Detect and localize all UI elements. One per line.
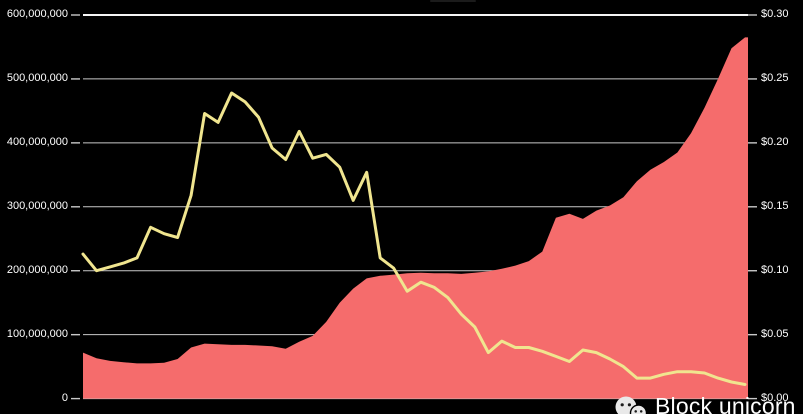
right-axis-label: $0.10 — [761, 263, 789, 276]
watermark: Block unicorn — [614, 393, 796, 414]
cropped-title-artifact — [430, 0, 476, 2]
price-line-series — [81, 91, 747, 386]
right-axis-label: $0.05 — [761, 327, 789, 340]
left-axis-label: 400,000,000 — [6, 135, 68, 148]
left-axis-label: 300,000,000 — [6, 199, 68, 212]
right-axis-label: $0.25 — [761, 71, 789, 84]
left-axis-label: 600,000,000 — [6, 8, 68, 20]
right-axis-label: $0.00 — [761, 391, 789, 404]
right-axis-label: $0.15 — [761, 199, 789, 212]
wechat-icon — [615, 396, 648, 414]
watermark-text: Block unicorn — [655, 393, 796, 414]
left-axis-label: 100,000,000 — [6, 327, 68, 340]
left-axis-label: 0 — [61, 391, 68, 404]
supply-area-series — [83, 37, 748, 399]
right-axis-label: $0.20 — [761, 135, 789, 148]
right-axis-label: $0.30 — [761, 8, 789, 20]
left-axis-label: 500,000,000 — [6, 71, 68, 84]
left-axis-label: 200,000,000 — [6, 263, 68, 276]
